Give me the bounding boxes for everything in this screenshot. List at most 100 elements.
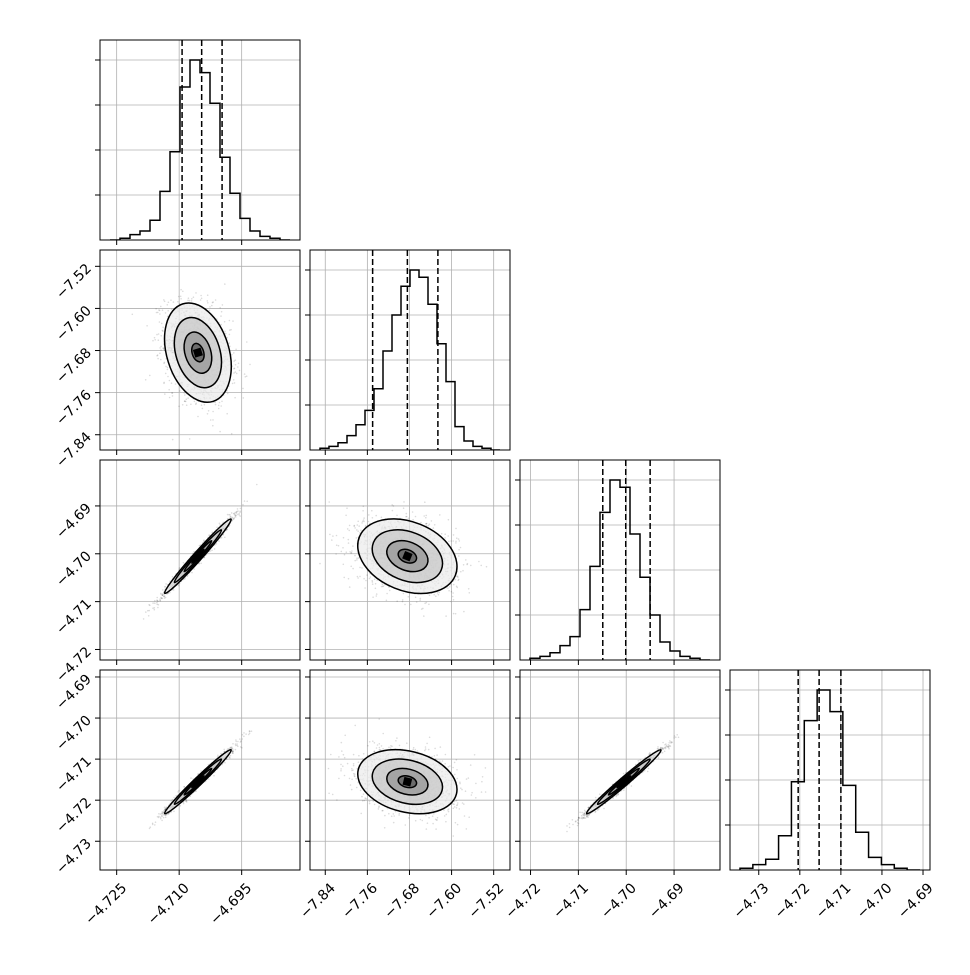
sample-point xyxy=(168,302,170,304)
sample-point xyxy=(422,608,424,610)
sample-point xyxy=(212,419,214,421)
sample-point xyxy=(219,523,221,525)
sample-point xyxy=(349,551,351,553)
sample-point xyxy=(420,598,422,600)
sample-point xyxy=(463,611,465,613)
sample-point xyxy=(234,368,236,370)
panel-content xyxy=(730,670,930,870)
sample-point xyxy=(458,549,460,551)
sample-point xyxy=(342,547,344,549)
sample-point xyxy=(190,404,192,406)
sample-point xyxy=(165,583,167,585)
sample-point xyxy=(412,519,414,521)
sample-point xyxy=(203,539,205,541)
sample-point xyxy=(160,349,162,351)
sample-point xyxy=(343,577,345,579)
sample-point xyxy=(469,592,471,594)
sample-point xyxy=(362,510,364,512)
sample-point xyxy=(244,500,246,502)
x-tick-label: −4.71 xyxy=(813,880,855,922)
sample-point xyxy=(211,549,213,551)
sample-point xyxy=(148,615,150,617)
sample-point xyxy=(363,517,365,519)
histogram-panel-1 xyxy=(305,250,510,455)
y-tick-label: −7.76 xyxy=(53,387,95,429)
sample-point xyxy=(368,514,370,516)
sample-point xyxy=(386,593,388,595)
sample-point xyxy=(361,522,363,524)
panel-content xyxy=(520,460,720,660)
sample-point xyxy=(162,327,164,329)
x-tick-label: −4.73 xyxy=(731,880,773,922)
sample-point xyxy=(449,586,451,588)
sample-point xyxy=(212,425,214,427)
histogram-panel-0 xyxy=(95,40,300,245)
sample-point xyxy=(403,593,405,595)
sample-point xyxy=(180,296,182,298)
density-panel-2-0: −4.72−4.71−4.70−4.69 xyxy=(53,460,300,686)
sample-point xyxy=(212,301,214,303)
sample-point xyxy=(234,382,236,384)
sample-point xyxy=(403,501,405,503)
sample-point xyxy=(235,371,237,373)
sample-point xyxy=(457,580,459,582)
sample-point xyxy=(457,577,459,579)
sample-point xyxy=(156,334,158,336)
sample-point xyxy=(207,294,209,296)
sample-point xyxy=(465,559,467,561)
sample-point xyxy=(167,367,169,369)
sample-point xyxy=(331,539,333,541)
sample-point xyxy=(224,537,226,539)
sample-point xyxy=(396,515,398,517)
sample-point xyxy=(145,379,147,381)
sample-point xyxy=(438,594,440,596)
sample-point xyxy=(350,566,352,568)
sample-point xyxy=(156,597,158,599)
sample-point xyxy=(237,508,239,510)
sample-point xyxy=(425,523,427,525)
sample-point xyxy=(452,596,454,598)
sample-point xyxy=(249,364,251,366)
sample-point xyxy=(231,433,233,435)
sample-point xyxy=(234,517,236,519)
sample-point xyxy=(354,560,356,562)
sample-point xyxy=(360,530,362,532)
histogram-panel-3: −4.73−4.72−4.71−4.70−4.69 xyxy=(725,670,937,922)
sample-point xyxy=(433,527,435,529)
sample-point xyxy=(362,521,364,523)
sample-point xyxy=(158,333,160,335)
sample-point xyxy=(159,321,161,323)
sample-point xyxy=(165,312,167,314)
y-tick-label: −7.60 xyxy=(53,303,95,345)
sample-point xyxy=(211,305,213,307)
sample-point xyxy=(179,390,181,392)
sample-point xyxy=(227,393,229,395)
sample-point xyxy=(357,521,359,523)
sample-point xyxy=(210,550,212,552)
sample-point xyxy=(224,331,226,333)
panel-content xyxy=(100,460,300,660)
sample-point xyxy=(352,545,354,547)
sample-point xyxy=(207,300,209,302)
sample-point xyxy=(232,320,234,322)
sample-point xyxy=(147,610,149,612)
sample-point xyxy=(232,383,234,385)
sample-point xyxy=(156,602,158,604)
sample-point xyxy=(239,510,241,512)
sample-point xyxy=(246,341,248,343)
sample-point xyxy=(210,419,212,421)
sample-point xyxy=(152,607,154,609)
sample-point xyxy=(428,604,430,606)
sample-point xyxy=(156,312,158,314)
sample-point xyxy=(189,438,191,440)
sample-point xyxy=(162,330,164,332)
sample-point xyxy=(361,567,363,569)
panel-content xyxy=(310,250,510,450)
sample-point xyxy=(408,596,410,598)
sample-point xyxy=(195,292,197,294)
sample-point xyxy=(375,583,377,585)
sample-point xyxy=(242,388,244,390)
sample-point xyxy=(171,309,173,311)
sample-point xyxy=(238,363,240,365)
sample-point xyxy=(155,308,157,310)
